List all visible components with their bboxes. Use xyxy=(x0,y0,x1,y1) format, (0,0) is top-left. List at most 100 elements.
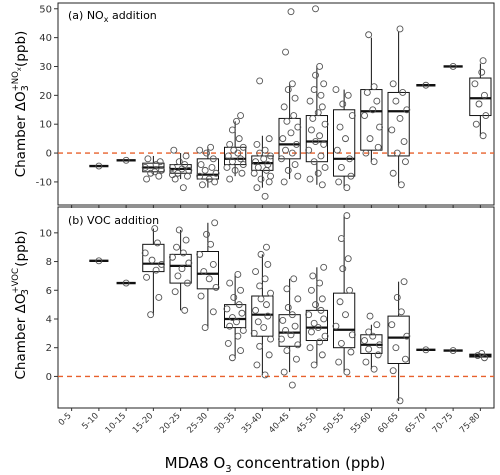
data-point xyxy=(230,294,238,301)
data-point xyxy=(253,184,261,192)
iqr-box xyxy=(196,158,220,180)
data-point xyxy=(152,266,160,274)
data-point xyxy=(332,86,340,94)
data-point xyxy=(257,250,265,258)
data-point xyxy=(95,162,103,170)
data-point xyxy=(316,279,324,287)
data-point xyxy=(185,259,193,267)
data-point xyxy=(261,146,269,154)
iqr-box xyxy=(360,89,383,151)
data-point xyxy=(337,164,345,171)
data-point xyxy=(235,301,243,309)
data-point xyxy=(318,295,326,303)
data-point xyxy=(318,351,326,359)
data-point xyxy=(283,347,291,355)
y-tick-label: 10 xyxy=(39,120,52,131)
data-point xyxy=(392,97,400,105)
data-point xyxy=(400,138,408,145)
data-point xyxy=(348,112,356,119)
data-point xyxy=(178,165,186,173)
x-tick-label: 70-75 xyxy=(431,411,456,436)
data-point xyxy=(332,322,340,330)
data-point xyxy=(479,57,487,65)
data-point xyxy=(339,265,347,273)
box-60-65 xyxy=(387,31,410,185)
data-point xyxy=(226,322,234,330)
data-point xyxy=(155,294,163,301)
data-point xyxy=(237,155,245,163)
data-point xyxy=(178,265,186,273)
data-point xyxy=(310,86,318,94)
data-point xyxy=(283,117,291,125)
box-25-30 xyxy=(196,222,220,328)
data-point xyxy=(282,146,289,154)
data-point xyxy=(95,257,103,265)
data-point xyxy=(284,86,292,94)
data-point xyxy=(310,361,318,369)
data-point xyxy=(179,249,187,257)
data-point xyxy=(287,129,295,137)
data-point xyxy=(369,332,377,340)
data-point xyxy=(393,149,401,157)
data-point xyxy=(264,260,272,268)
data-point xyxy=(478,349,486,357)
data-point xyxy=(288,311,296,319)
x-tick-label: 50-55 xyxy=(322,411,347,436)
y-tick-label: 20 xyxy=(39,91,52,102)
panel-b-y-axis-label: Chamber ΔO+VOC3 (ppb) xyxy=(11,231,31,380)
data-point xyxy=(306,344,314,352)
data-point xyxy=(261,275,269,283)
data-point xyxy=(396,114,404,122)
x-tick-label: 5-10 xyxy=(80,411,101,432)
data-point xyxy=(314,169,322,177)
data-point xyxy=(392,344,400,352)
data-point xyxy=(320,315,328,323)
data-point xyxy=(196,250,204,258)
data-point xyxy=(397,308,405,316)
data-point xyxy=(310,158,318,166)
iqr-box xyxy=(469,77,492,117)
data-point xyxy=(279,135,287,143)
data-point xyxy=(472,120,480,128)
panel-b-x-tick-marks xyxy=(71,408,481,411)
x-tick-label: 10-15 xyxy=(104,411,129,436)
data-point xyxy=(400,278,408,286)
data-point xyxy=(143,273,151,281)
x-tick-label: 65-70 xyxy=(403,411,428,436)
data-point xyxy=(223,305,231,313)
data-point xyxy=(148,256,156,264)
data-point xyxy=(168,164,176,171)
data-point xyxy=(365,31,373,39)
data-point xyxy=(320,263,328,271)
x-axis-tick-labels: 0-5 5-10 10-15 15-20 20-25 25-30 30-35 35-40 40-… xyxy=(57,411,483,436)
data-point xyxy=(288,80,296,88)
panel-b-points xyxy=(95,212,488,405)
data-point xyxy=(228,354,236,362)
data-point xyxy=(279,316,287,324)
data-point xyxy=(257,175,265,183)
data-point xyxy=(228,126,236,134)
data-point xyxy=(256,282,264,290)
data-point xyxy=(209,260,217,268)
data-point xyxy=(449,347,457,355)
data-point xyxy=(278,335,285,343)
data-point xyxy=(342,135,349,143)
y-tick-label: 8 xyxy=(46,257,52,268)
panel-b-boxes xyxy=(89,215,492,401)
data-point xyxy=(198,181,206,189)
data-point xyxy=(316,132,324,140)
data-point xyxy=(208,164,216,171)
data-point xyxy=(226,279,234,287)
x-axis-label: MDA8 O3 concentration (ppb) xyxy=(165,454,386,475)
data-point xyxy=(482,112,490,119)
data-point xyxy=(362,358,370,366)
data-point xyxy=(239,161,247,169)
data-point xyxy=(224,339,232,347)
data-point xyxy=(316,338,324,346)
data-point xyxy=(291,161,299,169)
data-point xyxy=(237,347,245,355)
data-point xyxy=(147,169,155,177)
data-point xyxy=(158,166,166,174)
data-point xyxy=(388,321,396,329)
data-point xyxy=(171,288,179,296)
